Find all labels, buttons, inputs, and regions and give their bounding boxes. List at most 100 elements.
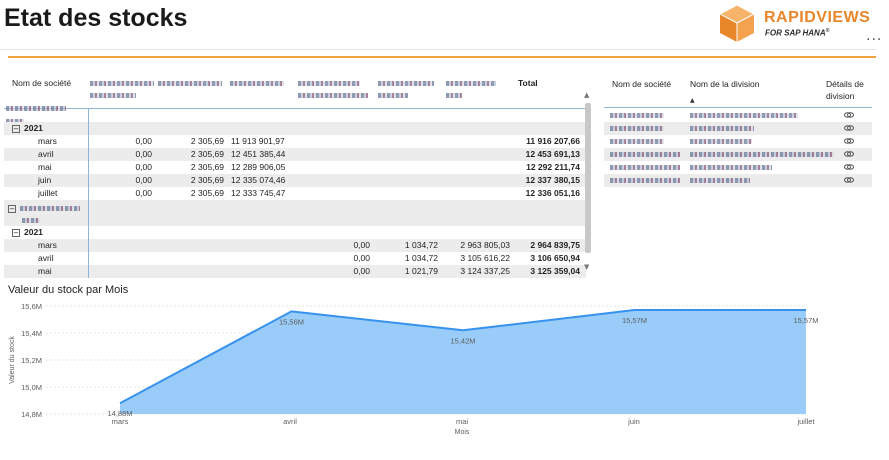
month-label: mai	[38, 266, 52, 276]
cell-value: 0,00	[353, 240, 370, 250]
matrix-scrollbar[interactable]: ▲ ▼	[584, 91, 592, 271]
cell-value: 11 913 901,97	[231, 136, 285, 146]
x-tick-label: mai	[456, 417, 468, 426]
division-table-header: Nom de société Nom de la division Détail…	[604, 72, 872, 108]
x-tick-label: juillet	[796, 417, 815, 426]
column-header-total[interactable]: Total	[518, 78, 538, 88]
link-icon[interactable]	[844, 137, 854, 145]
month-label: juin	[38, 175, 52, 185]
sort-ascending-icon[interactable]: ▲	[690, 97, 695, 104]
scroll-up-icon[interactable]: ▲	[584, 91, 590, 99]
cell-value: 3 124 337,25	[460, 266, 510, 276]
logo-sub: FOR SAP HANA	[765, 28, 826, 38]
column-header-blurred-3[interactable]	[230, 78, 284, 88]
scroll-thumb[interactable]	[585, 103, 591, 253]
year-cell[interactable]: −2021	[12, 122, 43, 135]
table-row[interactable]	[604, 109, 872, 122]
cell-value: 2 963 805,03	[460, 240, 510, 250]
scroll-down-icon[interactable]: ▼	[584, 263, 590, 271]
more-options-icon[interactable]: ...	[866, 28, 883, 44]
y-tick-label: 14,8M	[21, 410, 42, 419]
x-axis: mars avril mai juin juillet	[112, 417, 816, 426]
logo-registered: ®	[825, 28, 830, 34]
table-row[interactable]: mars 0,00 2 305,69 11 913 901,97 11 916 …	[4, 135, 586, 148]
table-row[interactable]: juillet 0,00 2 305,69 12 333 745,47 12 3…	[4, 187, 586, 200]
column-header-blurred-2[interactable]	[158, 78, 222, 88]
year-label: 2021	[24, 123, 43, 133]
data-label: 14,88M	[107, 409, 132, 418]
logo-brand-a: RAPID	[764, 9, 817, 26]
cell-value: 3 105 616,22	[460, 253, 510, 263]
collapse-icon[interactable]: −	[12, 228, 20, 237]
table-row[interactable]	[604, 174, 872, 187]
month-label: juillet	[38, 188, 58, 198]
cell-value: 12 289 906,05	[231, 162, 286, 172]
table-row[interactable]: juin 0,00 2 305,69 12 335 074,46 12 337 …	[4, 174, 586, 187]
table-row[interactable]: mai 0,00 2 305,69 12 289 906,05 12 292 2…	[4, 161, 586, 174]
year-row[interactable]: −2021	[4, 122, 586, 135]
collapse-icon[interactable]: −	[12, 124, 20, 133]
table-row[interactable]	[604, 161, 872, 174]
table-row[interactable]: avril 0,00 1 034,72 3 105 616,22 3 106 6…	[4, 252, 586, 265]
year-cell[interactable]: −2021	[12, 226, 43, 239]
logo-brand: RAPIDVIEWS	[764, 9, 870, 27]
data-label: 15,56M	[279, 317, 304, 326]
column-header-blurred-5[interactable]	[378, 78, 434, 99]
cell-value: 0,00	[135, 149, 152, 159]
company-name-blurred	[6, 102, 66, 128]
cell-value: 0,00	[135, 136, 152, 146]
cell-value: 0,00	[135, 162, 152, 172]
x-tick-label: avril	[283, 417, 297, 426]
table-row[interactable]: mai 0,00 1 021,79 3 124 337,25 3 125 359…	[4, 265, 586, 278]
column-header-company[interactable]: Nom de société	[612, 79, 672, 89]
y-tick-label: 15,0M	[21, 383, 42, 392]
company-row-2[interactable]: −	[4, 200, 586, 226]
table-row[interactable]	[604, 148, 872, 161]
company-cell[interactable]: −	[8, 203, 80, 224]
division-table[interactable]: Nom de société Nom de la division Détail…	[604, 72, 876, 222]
cube-logo-icon	[718, 4, 756, 42]
month-label: avril	[38, 149, 54, 159]
column-header-company[interactable]: Nom de société	[12, 78, 72, 88]
link-icon[interactable]	[844, 124, 854, 132]
y-axis: 14,8M 15,0M 15,2M 15,4M 15,6M	[21, 302, 42, 419]
cell-value: 0,00	[135, 175, 152, 185]
table-row[interactable]: avril 0,00 2 305,69 12 451 385,44 12 453…	[4, 148, 586, 161]
company-row-1[interactable]	[4, 102, 586, 125]
column-header-division[interactable]: Nom de la division	[690, 79, 760, 89]
x-tick-label: juin	[627, 417, 640, 426]
collapse-icon[interactable]: −	[8, 204, 16, 213]
table-row[interactable]	[604, 135, 872, 148]
row-header-divider	[88, 109, 89, 278]
column-header-blurred-4[interactable]	[298, 78, 368, 99]
stock-matrix[interactable]: Nom de société Total −2021 mars 0,00 2 3…	[4, 72, 592, 278]
column-header-details[interactable]: Détails de division	[826, 79, 864, 101]
data-label: 15,42M	[450, 336, 475, 345]
cell-value: 12 451 385,44	[231, 149, 286, 159]
link-icon[interactable]	[844, 111, 854, 119]
data-labels: 14,88M 15,56M 15,42M 15,57M 15,57M	[107, 316, 818, 418]
table-row[interactable]	[604, 122, 872, 135]
link-icon[interactable]	[844, 163, 854, 171]
cell-total: 12 292 211,74	[526, 162, 580, 172]
cell-total: 3 106 650,94	[530, 253, 580, 263]
year-row[interactable]: −2021	[4, 226, 586, 239]
cell-total: 12 453 691,13	[525, 149, 580, 159]
column-header-blurred-6[interactable]	[446, 78, 496, 99]
y-tick-label: 15,4M	[21, 329, 42, 338]
table-row[interactable]: mars 0,00 1 034,72 2 963 805,03 2 964 83…	[4, 239, 586, 252]
cell-total: 11 916 207,66	[526, 136, 580, 146]
month-label: mars	[38, 136, 57, 146]
cell-value: 0,00	[353, 253, 370, 263]
matrix-header: Nom de société Total	[4, 72, 586, 109]
accent-divider	[8, 56, 876, 58]
link-icon[interactable]	[844, 150, 854, 158]
logo-brand-b: VIEWS	[816, 9, 871, 26]
link-icon[interactable]	[844, 176, 854, 184]
column-header-blurred-1[interactable]	[90, 78, 154, 99]
x-axis-title: Mois	[455, 429, 470, 436]
cell-value: 2 305,69	[190, 162, 224, 172]
data-label: 15,57M	[622, 316, 647, 325]
month-label: avril	[38, 253, 54, 263]
stock-value-chart[interactable]: 14,8M 15,0M 15,2M 15,4M 15,6M mars avril mai ju…	[0, 296, 889, 460]
